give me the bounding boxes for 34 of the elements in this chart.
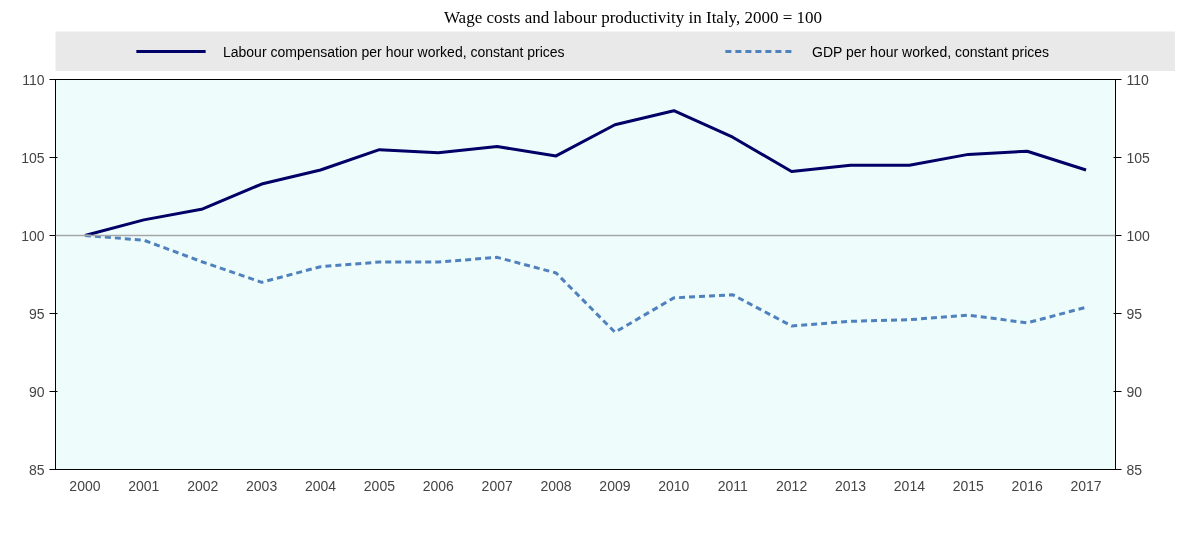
y2-tick-label: 105 (1126, 149, 1151, 166)
y-tick-label: 85 (28, 461, 45, 478)
x-tick-label: 2007 (481, 477, 513, 494)
x-tick-label: 2015 (952, 477, 985, 494)
legend-label: GDP per hour worked, constant prices (812, 43, 1050, 60)
x-tick-label: 2011 (717, 477, 748, 494)
x-tick-label: 2017 (1070, 477, 1102, 494)
x-tick-label: 2014 (893, 477, 926, 494)
x-tick-label: 2016 (1011, 477, 1043, 494)
x-tick-label: 2001 (128, 477, 160, 494)
x-tick-label: 2009 (599, 477, 631, 494)
x-tick-label: 2013 (834, 477, 867, 494)
legend-label: Labour compensation per hour worked, constant prices (222, 43, 565, 60)
y-tick-label: 95 (28, 305, 45, 322)
y2-tick-label: 95 (1126, 305, 1143, 322)
x-tick-label: 2008 (540, 477, 572, 494)
y-tick-label: 100 (21, 227, 45, 244)
x-tick-label: 2012 (776, 477, 808, 494)
x-tick-label: 2010 (658, 477, 690, 494)
x-tick-label: 2005 (363, 477, 396, 494)
x-tick-label: 2006 (422, 477, 455, 494)
y2-tick-label: 90 (1126, 383, 1143, 400)
y-tick-label: 90 (28, 383, 45, 400)
x-tick-label: 2002 (187, 477, 219, 494)
line-series (83, 234, 1088, 334)
x-tick-label: 2004 (304, 477, 337, 494)
y2-tick-label: 110 (1126, 71, 1150, 88)
chart-title: Wage costs and labour productivity in Italy, 2000 = 100 (443, 7, 823, 27)
y2-tick-label: 85 (1126, 461, 1143, 478)
y-tick-label: 110 (22, 71, 45, 88)
x-tick-label: 2000 (69, 477, 101, 494)
y2-tick-label: 100 (1126, 227, 1151, 244)
x-tick-label: 2003 (246, 477, 278, 494)
y-tick-label: 105 (21, 149, 45, 166)
